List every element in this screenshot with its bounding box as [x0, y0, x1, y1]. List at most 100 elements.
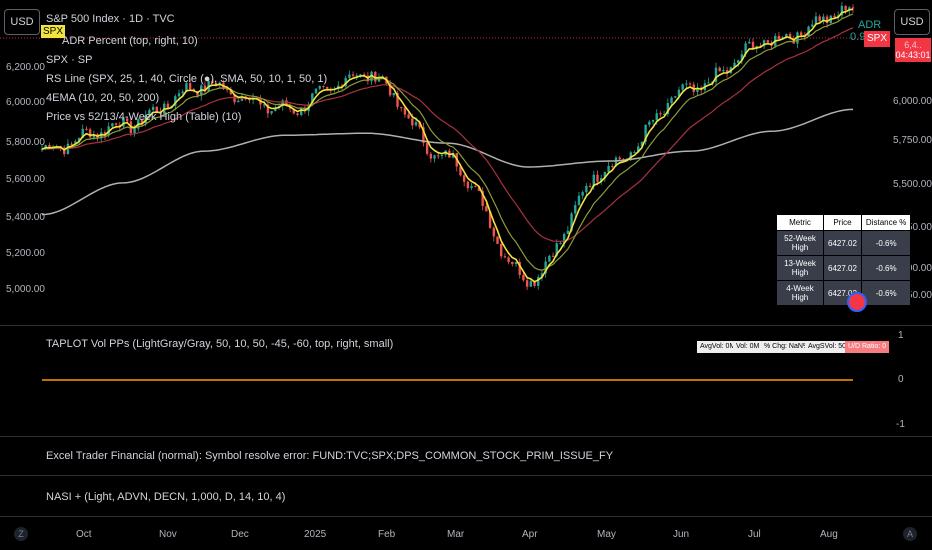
candle-body: [422, 127, 425, 143]
candle-body: [140, 119, 144, 124]
taplot-label[interactable]: TAPLOT Vol PPs (LightGray/Gray, 50, 10, …: [46, 338, 394, 350]
candle-body: [533, 281, 536, 286]
time-axis-tick: Nov: [159, 529, 177, 540]
candle-body: [518, 262, 521, 275]
currency-button-right[interactable]: USD: [894, 9, 930, 35]
candle-body: [359, 74, 362, 76]
symbol-title[interactable]: S&P 500 Index · 1D · TVC: [46, 13, 175, 25]
zoom-reset-icon[interactable]: Z: [14, 527, 28, 541]
candle-body: [744, 43, 747, 55]
candle-body: [211, 80, 214, 84]
candle-body: [437, 155, 440, 157]
candle-body: [274, 107, 277, 112]
candle-body: [788, 34, 792, 39]
candle-body: [188, 83, 192, 90]
candle-body: [574, 204, 577, 214]
candle-body: [633, 152, 636, 154]
candle-body: [474, 186, 477, 188]
legend-indicator-spx[interactable]: SPX · SP: [46, 54, 93, 66]
candle-body: [748, 41, 751, 44]
table-row: 4-Week High 6427.02 -0.6%: [776, 280, 912, 306]
legend-indicator-4ema[interactable]: 4EMA (10, 20, 50, 200): [46, 92, 160, 104]
time-axis-tick: Dec: [231, 529, 249, 540]
candle-body: [177, 93, 181, 97]
right-axis-tick: 5,500.00: [893, 179, 932, 190]
candle-body: [637, 146, 640, 153]
candle-body: [644, 124, 647, 142]
table-row: 52-Week High 6427.02 -0.6%: [776, 230, 912, 256]
candle-body: [818, 16, 821, 22]
right-axis-tick: 5,000.00: [893, 263, 932, 274]
right-axis-tick: 5,750.00: [893, 135, 932, 146]
candle-body: [185, 83, 188, 92]
pane-separator[interactable]: [0, 436, 932, 437]
candle-body: [670, 97, 673, 104]
currency-button-left[interactable]: USD: [4, 9, 40, 35]
candle-body: [296, 113, 299, 115]
candle-body: [351, 74, 355, 76]
candle-body: [599, 178, 603, 182]
candle-body: [74, 141, 77, 144]
pane-separator[interactable]: [0, 516, 932, 517]
candle-body: [266, 104, 270, 114]
candle-body: [462, 175, 466, 182]
taplot-box-vol: Vol: 0M: [733, 341, 763, 353]
candle-body: [629, 152, 633, 159]
candle-body: [611, 165, 614, 167]
candle-body: [418, 121, 421, 128]
candle-body: [344, 77, 347, 87]
candle-body: [314, 88, 318, 94]
candle-body: [488, 211, 492, 228]
candle-body: [466, 181, 470, 189]
candle-body: [674, 96, 677, 98]
candle-body: [785, 34, 788, 38]
candle-body: [737, 60, 740, 63]
candle-body: [525, 280, 529, 287]
pane-separator[interactable]: [0, 475, 932, 476]
candle-body: [555, 243, 558, 256]
candle-body: [522, 274, 525, 281]
candle-body: [537, 277, 540, 286]
candle-body: [722, 70, 725, 72]
candle-body: [592, 174, 595, 187]
pane-separator[interactable]: [0, 325, 932, 326]
candle-body: [70, 143, 73, 145]
candle-body: [640, 141, 644, 147]
candle-body: [103, 132, 107, 136]
taplot-box-avgvol: AvgVol: 0M: [697, 341, 739, 353]
taplot-axis-tick: -1: [896, 419, 905, 430]
nasi-label[interactable]: NASI + (Light, ADVN, DECN, 1,000, D, 14,…: [46, 491, 286, 503]
table-cell: 52-Week High: [776, 230, 824, 256]
taplot-axis-tick: 0: [898, 374, 904, 385]
candle-body: [814, 16, 818, 25]
legend-indicator-adr[interactable]: ADR Percent (top, right, 10): [62, 35, 198, 47]
candle-body: [822, 16, 825, 22]
candle-body: [318, 86, 321, 89]
candle-body: [125, 118, 129, 122]
distance-table-panel: Metric Price Distance % 52-Week High 642…: [776, 214, 912, 306]
legend-indicator-distance[interactable]: Price vs 52/13/4-Week High (Table) (10): [46, 111, 242, 123]
time-axis-tick: Mar: [447, 529, 465, 540]
legend-indicator-rsline[interactable]: RS Line (SPX, 25, 1, 40, Circle (●), SMA…: [46, 73, 328, 85]
table-row: 13-Week High 6427.02 -0.6%: [776, 255, 912, 281]
candle-body: [585, 185, 588, 193]
candle-body: [562, 233, 566, 243]
candle-body: [833, 15, 836, 18]
candle-body: [303, 107, 307, 112]
auto-scale-icon[interactable]: A: [903, 527, 917, 541]
candle-body: [440, 154, 444, 156]
candle-body: [718, 67, 721, 72]
left-axis-tick: 5,600.00: [6, 174, 45, 185]
flag-icon[interactable]: [847, 292, 867, 312]
candle-body: [392, 92, 396, 96]
excel-trader-label[interactable]: Excel Trader Financial (normal): Symbol …: [46, 450, 614, 462]
candle-body: [148, 109, 151, 116]
candle-body: [181, 91, 184, 94]
candle-body: [548, 255, 551, 262]
candle-body: [662, 114, 666, 116]
candle-body: [270, 111, 273, 114]
candle-body: [429, 153, 433, 159]
table-cell: -0.6%: [860, 255, 912, 281]
candle-body: [733, 62, 736, 68]
